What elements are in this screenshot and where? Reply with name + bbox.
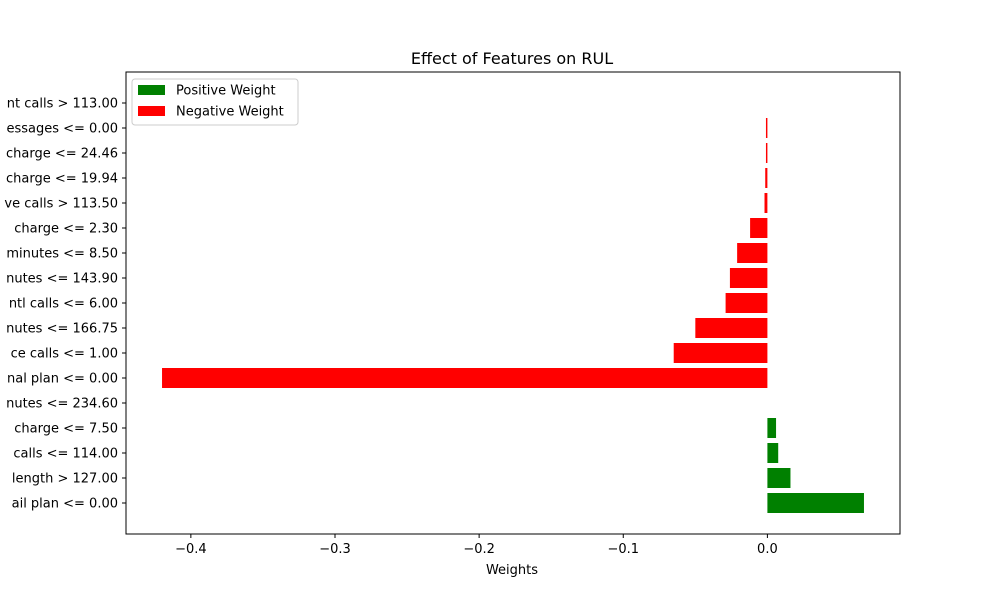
legend-box	[131, 78, 299, 126]
x-tick-label: −0.4	[175, 542, 207, 557]
y-tick-label: charge <= 24.46	[6, 147, 118, 162]
y-tick-label: nutes <= 166.75	[6, 322, 118, 337]
y-tick-label: ce calls <= 1.00	[11, 347, 118, 362]
bar	[767, 443, 779, 463]
bar	[725, 293, 768, 313]
bar	[767, 493, 864, 513]
legend-label: Positive Weight	[176, 84, 276, 99]
bar	[750, 218, 768, 238]
y-tick-label: charge <= 7.50	[10, 422, 118, 437]
bar	[729, 268, 768, 288]
chart-title: Effect of Features on RUL	[411, 49, 613, 68]
y-tick-label: ve calls > 113.50	[4, 197, 118, 212]
legend-swatch	[138, 85, 165, 95]
y-tick-label: ntl calls <= 6.00	[9, 297, 118, 312]
y-tick-label: nutes <= 234.60	[6, 397, 118, 412]
y-tick-label: calls <= 114.00	[9, 447, 118, 462]
bar	[765, 168, 768, 188]
y-tick-label: length > 127.00	[8, 472, 118, 487]
bar	[737, 243, 768, 263]
x-axis-label: Weights	[486, 563, 538, 578]
legend-swatch	[138, 106, 165, 116]
bar	[767, 468, 791, 488]
bar	[673, 343, 768, 363]
bar	[695, 318, 768, 338]
y-tick-label: nal plan <= 0.00	[7, 372, 118, 387]
legend-label: Negative Weight	[176, 105, 284, 120]
y-tick-label: minutes <= 8.50	[6, 247, 118, 262]
x-tick-label: 0.0	[757, 542, 778, 557]
x-tick-label: −0.1	[607, 542, 639, 557]
bar	[162, 368, 768, 388]
legend: Positive Weight Negative Weight	[131, 78, 299, 126]
bar	[765, 118, 768, 138]
y-tick-label: charge <= 19.94	[6, 172, 118, 187]
bar	[765, 143, 768, 163]
y-tick-label: charge <= 2.30	[10, 222, 118, 237]
y-tick-label: ail plan <= 0.00	[12, 497, 118, 512]
y-tick-label: nutes <= 143.90	[6, 272, 118, 287]
bar	[767, 418, 777, 438]
y-tick-label: essages <= 0.00	[6, 122, 118, 137]
plot-frame	[125, 71, 901, 535]
x-tick-label: −0.2	[463, 542, 495, 557]
y-tick-label: nt calls > 113.00	[7, 97, 118, 112]
x-tick-label: −0.3	[319, 542, 351, 557]
bar	[764, 193, 768, 213]
